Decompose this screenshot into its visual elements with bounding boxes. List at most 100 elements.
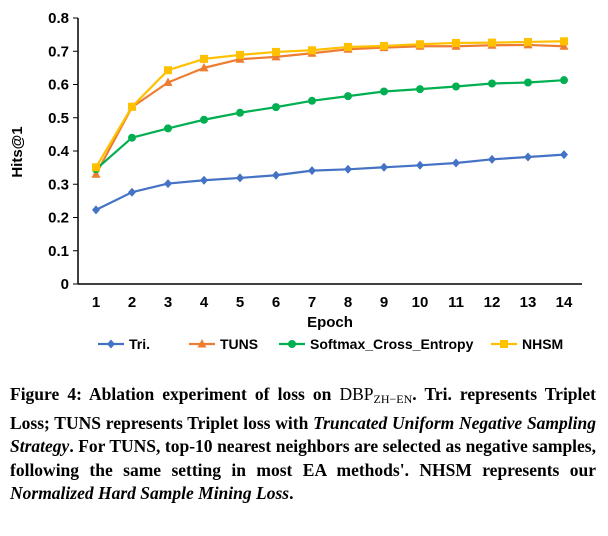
caption-figure-label: Figure 4: Ablation experiment of loss on [10, 384, 332, 404]
data-point-tri [236, 173, 244, 183]
y-tick-label: 0.5 [48, 110, 69, 127]
x-tick-label: 13 [520, 294, 537, 311]
y-axis-title: Hits@1 [9, 126, 26, 177]
data-point-softmax-cross-entropy [236, 108, 244, 117]
y-tick-label: 0.7 [48, 43, 69, 60]
x-tick-label: 12 [484, 294, 501, 311]
y-tick-label: 0.3 [48, 176, 69, 193]
data-point-nhsm [344, 42, 352, 51]
legend-marker-tuns [197, 339, 207, 348]
data-point-softmax-cross-entropy [380, 87, 388, 96]
data-point-tri [488, 154, 496, 164]
y-tick-label: 0.4 [48, 143, 70, 160]
chart-container: 0 0.1 0.2 0.3 0.4 0.5 0.6 0.7 0.8 1 2 3 4 5 6 7 8 9 10 11 1… [9, 10, 582, 352]
data-point-tri [272, 170, 280, 180]
data-point-softmax-cross-entropy [272, 103, 280, 112]
data-point-softmax-cross-entropy [200, 115, 208, 124]
legend-marker-nhsm [500, 340, 508, 348]
y-tick-labels: 0 0.1 0.2 0.3 0.4 0.5 0.6 0.7 0.8 [48, 10, 78, 293]
data-point-tuns [559, 41, 569, 50]
series-markers [91, 37, 569, 215]
x-tick-label: 7 [308, 294, 316, 311]
caption-text-3: . [289, 483, 294, 503]
data-point-tri [416, 160, 424, 170]
data-point-tri [524, 152, 532, 162]
x-tick-label: 10 [412, 294, 429, 311]
data-point-nhsm [164, 66, 172, 75]
series-line-nhsm [95, 40, 565, 168]
y-tick-label: 0.6 [48, 77, 69, 94]
data-point-softmax-cross-entropy [344, 92, 352, 101]
x-tick-label: 1 [92, 294, 100, 311]
data-point-nhsm [272, 47, 280, 56]
caption-text-2: . For TUNS, top-10 nearest neighbors are… [10, 436, 596, 480]
data-point-softmax-cross-entropy [308, 96, 316, 105]
data-point-nhsm [308, 46, 316, 55]
data-point-tuns [91, 169, 101, 178]
data-point-tri [200, 175, 208, 185]
data-point-softmax-cross-entropy [452, 82, 460, 91]
x-tick-label: 9 [380, 294, 388, 311]
y-tick-label: 0.1 [48, 243, 69, 260]
axes [77, 18, 582, 285]
data-point-tuns [163, 77, 173, 87]
data-point-nhsm [236, 50, 244, 59]
figure-caption: Figure 4: Ablation experiment of loss on… [10, 383, 596, 506]
legend-label-tuns: TUNS [220, 336, 258, 352]
data-point-nhsm [416, 40, 424, 49]
x-tick-label: 4 [200, 294, 209, 311]
data-point-nhsm [380, 41, 388, 50]
caption-dataset-sub: ZH−EN [373, 392, 413, 406]
x-tick-label: 14 [556, 294, 573, 311]
caption-italic-1: Truncated Uniform Negative Sampling Stra… [10, 412, 596, 457]
x-tick-label: 3 [164, 294, 172, 311]
data-point-softmax-cross-entropy [128, 133, 136, 142]
caption-italic-2: Normalized Hard Sample Mining Loss [10, 483, 290, 503]
data-point-nhsm [200, 54, 208, 63]
data-point-softmax-cross-entropy [524, 78, 532, 87]
legend-label-tri: Tri. [129, 336, 150, 352]
legend-label-nhsm: NHSM [522, 336, 563, 352]
series-line-tri [95, 153, 565, 211]
data-point-softmax-cross-entropy [416, 85, 424, 94]
x-tick-label: 11 [448, 294, 464, 311]
x-tick-label: 6 [272, 294, 280, 311]
data-point-nhsm [524, 37, 532, 46]
x-tick-label: 2 [128, 294, 136, 311]
data-point-nhsm [452, 38, 460, 47]
legend-marker-tri [107, 339, 115, 349]
series-lines [95, 40, 565, 211]
y-tick-label: 0 [61, 276, 69, 293]
data-point-nhsm [128, 102, 136, 111]
x-tick-labels: 1 2 3 4 5 6 7 8 9 10 11 12 13 14 [92, 294, 573, 311]
data-point-tri [164, 179, 172, 189]
y-tick-label: 0.2 [48, 210, 69, 227]
series-line-softmax-cross-entropy [95, 79, 565, 171]
data-point-tuns [271, 51, 281, 61]
caption-dataset-main: DBP [339, 384, 374, 404]
x-axis-title: Epoch [307, 314, 353, 331]
data-point-tri [452, 158, 460, 168]
data-point-tuns [199, 62, 209, 72]
data-point-tri [560, 150, 568, 160]
data-point-tri [92, 205, 100, 215]
line-chart: 00.10.20.30.40.50.60.70.8 1 2 3 4 5 6 7 8 9 10 11 1… [9, 10, 582, 352]
caption-text-1: Tri. represents Triplet Loss; TUNS repre… [10, 384, 596, 433]
y-tick-label: 0.8 [48, 10, 69, 27]
x-tick-label: 5 [236, 294, 244, 311]
x-tick-label: 8 [344, 294, 352, 311]
data-point-nhsm [560, 37, 568, 46]
data-point-tri [380, 162, 388, 172]
legend: Tri. TUNS Softmax_Cross_Entropy NHSM [98, 336, 563, 352]
data-point-tri [128, 187, 136, 197]
caption-dataset: DBPZH−EN [339, 384, 413, 406]
data-point-softmax-cross-entropy [560, 76, 568, 85]
caption-period: . [412, 384, 417, 404]
data-point-nhsm [488, 38, 496, 47]
legend-label-softmax-cross-entropy: Softmax_Cross_Entropy [310, 336, 474, 352]
data-point-softmax-cross-entropy [488, 79, 496, 88]
data-point-tri [344, 164, 352, 174]
series-line-tuns [95, 43, 565, 175]
legend-marker-softmax-cross-entropy [288, 340, 296, 348]
data-point-tri [308, 166, 316, 176]
